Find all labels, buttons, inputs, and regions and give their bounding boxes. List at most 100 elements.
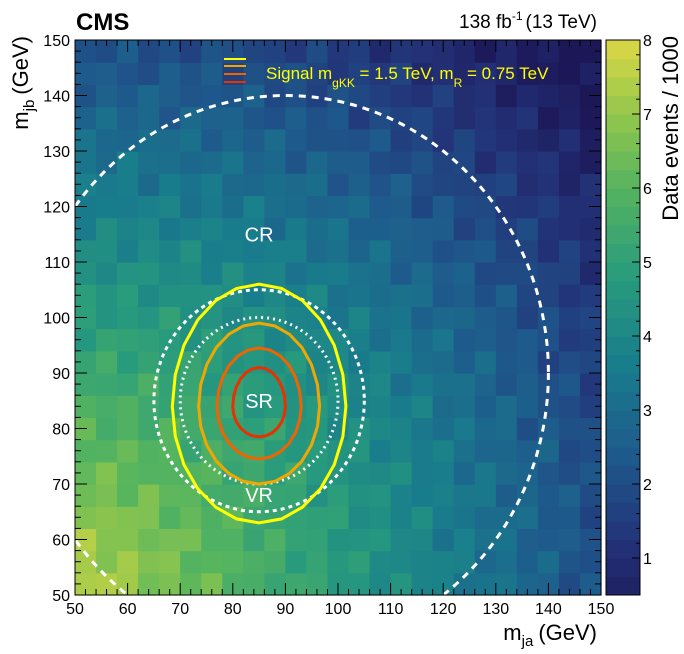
heatmap-bin <box>579 484 602 507</box>
y-tick-label: 90 <box>52 366 70 383</box>
heatmap-bin <box>75 373 97 396</box>
heatmap-bin <box>243 62 265 85</box>
heatmap-bin <box>411 217 434 241</box>
heatmap-bin <box>306 328 329 352</box>
heatmap-bin <box>306 572 329 596</box>
heatmap-bin <box>243 173 265 196</box>
heatmap-bin <box>327 506 350 529</box>
heatmap-bin <box>453 506 476 529</box>
heatmap-bin <box>222 239 244 263</box>
heatmap-bin <box>348 128 371 152</box>
color-scale-cell <box>606 262 640 281</box>
heatmap-bin <box>537 417 560 441</box>
heatmap-bin <box>159 62 181 85</box>
heatmap-bin <box>117 195 139 219</box>
heatmap-bin <box>138 350 160 374</box>
heatmap-bin <box>579 350 602 374</box>
heatmap-bin <box>201 151 223 174</box>
heatmap-bin <box>390 550 413 574</box>
experiment-label: CMS <box>76 9 129 36</box>
heatmap-bin <box>453 484 476 507</box>
heatmap-bin <box>516 550 539 574</box>
heatmap-bin <box>180 151 202 174</box>
heatmap-bin <box>75 328 97 352</box>
heatmap-bin <box>264 395 286 418</box>
heatmap-bin <box>243 484 265 507</box>
heatmap-bin <box>222 106 244 130</box>
heatmap-bin <box>453 328 476 352</box>
color-scale-cell <box>606 206 640 226</box>
heatmap-bin <box>327 217 350 241</box>
heatmap-bin <box>474 550 497 574</box>
heatmap-bin <box>138 128 160 152</box>
heatmap-bin <box>579 439 602 463</box>
x-tick-label: 140 <box>535 601 562 618</box>
heatmap-bin <box>222 128 244 152</box>
heatmap-bin <box>369 40 392 63</box>
heatmap-bin <box>159 173 181 196</box>
heatmap-bin <box>264 506 286 529</box>
heatmap-bin <box>453 461 476 485</box>
heatmap-bin <box>369 395 392 418</box>
heatmap-bins <box>75 40 602 596</box>
heatmap-bin <box>432 328 455 352</box>
heatmap-bin <box>516 106 539 130</box>
heatmap-bin <box>180 395 202 418</box>
heatmap-bin <box>138 572 160 596</box>
y-tick-label: 50 <box>52 588 70 605</box>
heatmap-bin <box>180 284 202 307</box>
heatmap-bin <box>516 373 539 396</box>
heatmap-bin <box>411 284 434 307</box>
heatmap-bin <box>453 217 476 241</box>
color-scale-cell <box>606 40 640 59</box>
heatmap-bin <box>306 262 329 285</box>
heatmap-bin <box>201 62 223 85</box>
heatmap-bin <box>579 173 602 196</box>
y-tick-label: 140 <box>43 89 70 106</box>
heatmap-bin <box>432 262 455 285</box>
heatmap-bin <box>138 373 160 396</box>
heatmap-bin <box>96 506 118 529</box>
signal-contour-2 <box>215 346 303 461</box>
heatmap-bin <box>348 350 371 374</box>
heatmap-bin <box>180 239 202 263</box>
heatmap-bin <box>117 62 139 85</box>
heatmap-bin <box>138 239 160 263</box>
heatmap-bin <box>537 84 560 108</box>
heatmap-bin <box>495 484 518 507</box>
heatmap-bin <box>117 328 139 352</box>
color-scale-cell <box>606 58 640 78</box>
heatmap-bin <box>411 439 434 463</box>
color-scale-cell <box>606 280 640 300</box>
heatmap-bin <box>96 395 118 418</box>
heatmap-bin <box>243 262 265 285</box>
heatmap-bin <box>201 572 223 596</box>
heatmap-bin <box>411 550 434 574</box>
axes: 50 60 70 80 90 100 110 120 130 140 150 50 60 70 80 90 10… <box>43 33 614 618</box>
color-scale-cell <box>606 114 640 133</box>
heatmap-bin <box>348 284 371 307</box>
heatmap-bin <box>348 239 371 263</box>
heatmap-bin <box>96 217 118 241</box>
heatmap-bin <box>537 395 560 418</box>
heatmap-bin <box>159 417 181 441</box>
heatmap-bin <box>453 262 476 285</box>
heatmap-bin <box>579 284 602 307</box>
heatmap-bin <box>453 572 476 596</box>
color-scale-cell <box>606 428 640 448</box>
heatmap-bin <box>75 62 97 85</box>
heatmap-bin <box>201 217 223 241</box>
heatmap-bin <box>327 284 350 307</box>
heatmap-bin <box>285 106 308 130</box>
heatmap-bin <box>243 328 265 352</box>
heatmap-bin <box>159 550 181 574</box>
heatmap-bin <box>201 306 223 330</box>
heatmap-bin <box>390 217 413 241</box>
heatmap-bin <box>327 262 350 285</box>
heatmap-bin <box>453 173 476 196</box>
heatmap-bin <box>369 128 392 152</box>
heatmap-bin <box>411 350 434 374</box>
heatmap-bin <box>453 195 476 219</box>
heatmap-bin <box>159 572 181 596</box>
color-scale-cell <box>606 447 640 466</box>
